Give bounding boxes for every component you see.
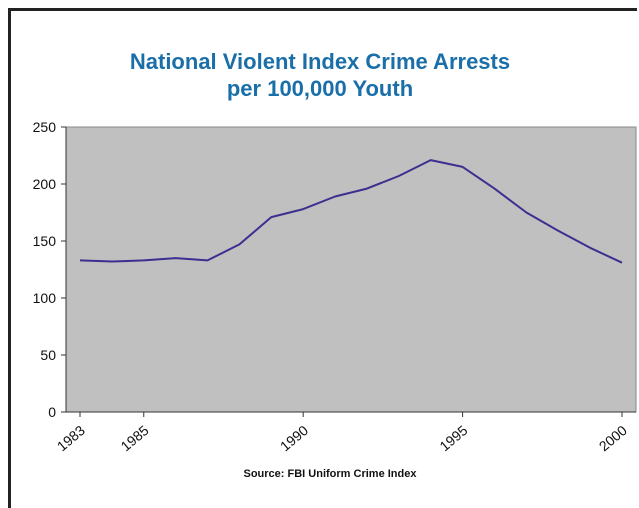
data-point [111,261,113,263]
y-tick-label: 50 [40,347,56,363]
chart-subtitle: per 100,000 Youth [226,76,414,101]
chart-source: Source: FBI Uniform Crime Index [243,468,417,480]
x-tick-label: 1995 [436,422,470,454]
data-point [270,216,272,218]
data-point [430,159,432,161]
data-point [238,243,240,245]
x-tick-label: 1985 [118,422,152,454]
data-point [589,247,591,249]
series-line [79,159,623,264]
data-point [493,188,495,190]
data-point [175,257,177,259]
data-point [334,196,336,198]
data-point [366,188,368,190]
data-point [79,259,81,261]
y-tick-label: 0 [48,404,56,420]
y-tick-label: 100 [33,290,57,306]
y-tick-label: 150 [33,233,57,249]
data-point [525,212,527,214]
y-tick-label: 200 [33,176,57,192]
data-point [462,166,464,168]
x-tick-label: 1990 [277,422,311,454]
data-point [143,259,145,261]
data-point [621,262,623,264]
x-tick-label: 2000 [596,422,630,454]
y-tick-label: 250 [33,119,57,135]
plot-area [65,126,637,413]
data-point [398,175,400,177]
x-tick-label: 1983 [54,422,88,454]
chart-title: National Violent Index Crime Arrests [129,49,511,74]
data-point [207,259,209,261]
data-point [302,208,304,210]
data-point [557,230,559,232]
